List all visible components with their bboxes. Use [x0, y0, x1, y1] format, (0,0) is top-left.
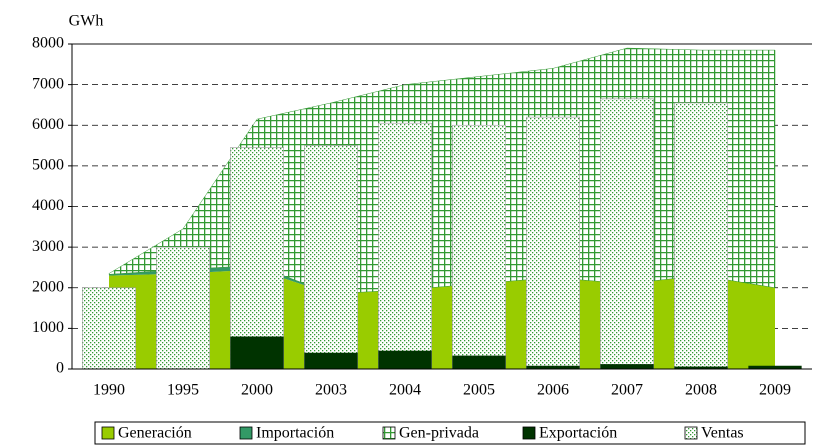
- bar: [526, 365, 580, 369]
- legend-label: Generación: [118, 425, 192, 442]
- x-tick-label: 2007: [611, 382, 643, 399]
- legend-label: Ventas: [701, 425, 744, 442]
- bar: [674, 102, 728, 370]
- y-tick-label: 2000: [32, 278, 64, 295]
- y-tick-label: 8000: [32, 35, 64, 52]
- x-tick-label: 2000: [241, 382, 273, 399]
- x-tick-label: 2003: [315, 382, 347, 399]
- bar: [600, 98, 654, 370]
- bar: [378, 122, 432, 370]
- plot-area: 0 1000 2000 3000 4000 5000 6000 7000 8000 1990 199…: [32, 35, 812, 399]
- legend-label: Gen-privada: [399, 425, 479, 442]
- bar: [156, 246, 210, 370]
- bar: [526, 116, 580, 370]
- y-tick-label: 0: [56, 360, 64, 377]
- x-tick-label: 2009: [759, 382, 791, 399]
- legend-swatch: [101, 426, 115, 440]
- bar: [600, 364, 654, 369]
- bar: [748, 365, 802, 369]
- legend-label: Exportación: [539, 425, 617, 442]
- legend-frame: [94, 421, 806, 445]
- bar: [452, 355, 506, 369]
- y-tick-label: 4000: [32, 197, 64, 214]
- bar: [230, 336, 284, 369]
- legend-swatch: [684, 426, 698, 440]
- bar: [304, 145, 358, 370]
- legend-swatch: [239, 426, 253, 440]
- legend-swatch: [522, 426, 536, 440]
- x-tick-label: 2008: [685, 382, 717, 399]
- bar: [82, 287, 136, 370]
- bar: [452, 124, 506, 370]
- x-tick-label: 2005: [463, 382, 495, 399]
- bar: [304, 352, 358, 369]
- bar: [230, 147, 284, 370]
- bar: [674, 366, 728, 369]
- x-tick-label: 2004: [389, 382, 421, 399]
- y-tick-label: 5000: [32, 157, 64, 174]
- legend-label: Importación: [256, 425, 334, 442]
- x-tick-label: 1990: [93, 382, 125, 399]
- legend-swatch: [382, 426, 396, 440]
- y-axis-label: GWh: [69, 13, 104, 30]
- x-tick-label: 2006: [537, 382, 569, 399]
- y-tick-label: 1000: [32, 319, 64, 336]
- x-tick-label: 1995: [167, 382, 199, 399]
- bar: [378, 350, 432, 369]
- y-tick-label: 3000: [32, 238, 64, 255]
- y-tick-label: 6000: [32, 116, 64, 133]
- y-tick-label: 7000: [32, 75, 64, 92]
